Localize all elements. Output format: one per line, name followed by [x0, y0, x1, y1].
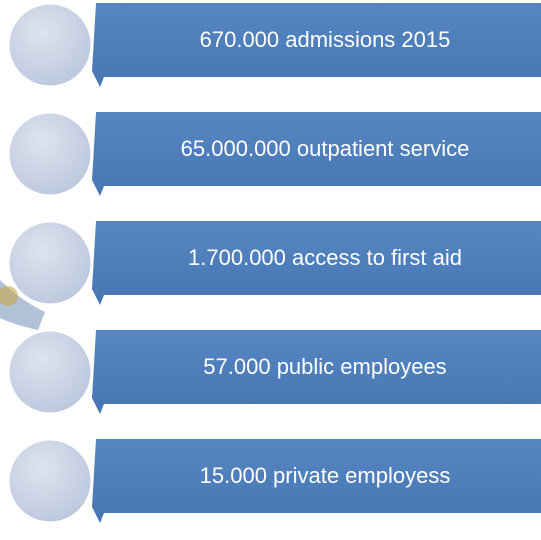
bullet-circle	[6, 328, 94, 416]
item: 1.700.000 access to first aid	[6, 219, 541, 307]
item: 670.000 admissions 2015	[6, 1, 541, 89]
item-label: 57.000 public employees	[203, 354, 446, 379]
item-label: 670.000 admissions 2015	[200, 27, 451, 52]
item-label: 1.700.000 access to first aid	[188, 245, 462, 270]
bullet-circle	[6, 219, 94, 307]
item: 57.000 public employees	[6, 328, 541, 416]
banner	[92, 112, 541, 196]
banner	[92, 221, 541, 305]
item-label: 15.000 private employess	[200, 463, 451, 488]
bullet-circle	[6, 110, 94, 198]
item: 65.000.000 outpatient service	[6, 110, 541, 198]
bullet-circle	[6, 437, 94, 525]
bullet-circle	[6, 1, 94, 89]
banner	[92, 330, 541, 414]
item-label: 65.000.000 outpatient service	[181, 136, 470, 161]
banner	[92, 3, 541, 87]
item-list: 670.000 admissions 2015 65.000.000 outpat…	[6, 1, 541, 525]
item: 15.000 private employess	[6, 437, 541, 525]
logo-fragment	[0, 280, 45, 330]
banner	[92, 439, 541, 523]
